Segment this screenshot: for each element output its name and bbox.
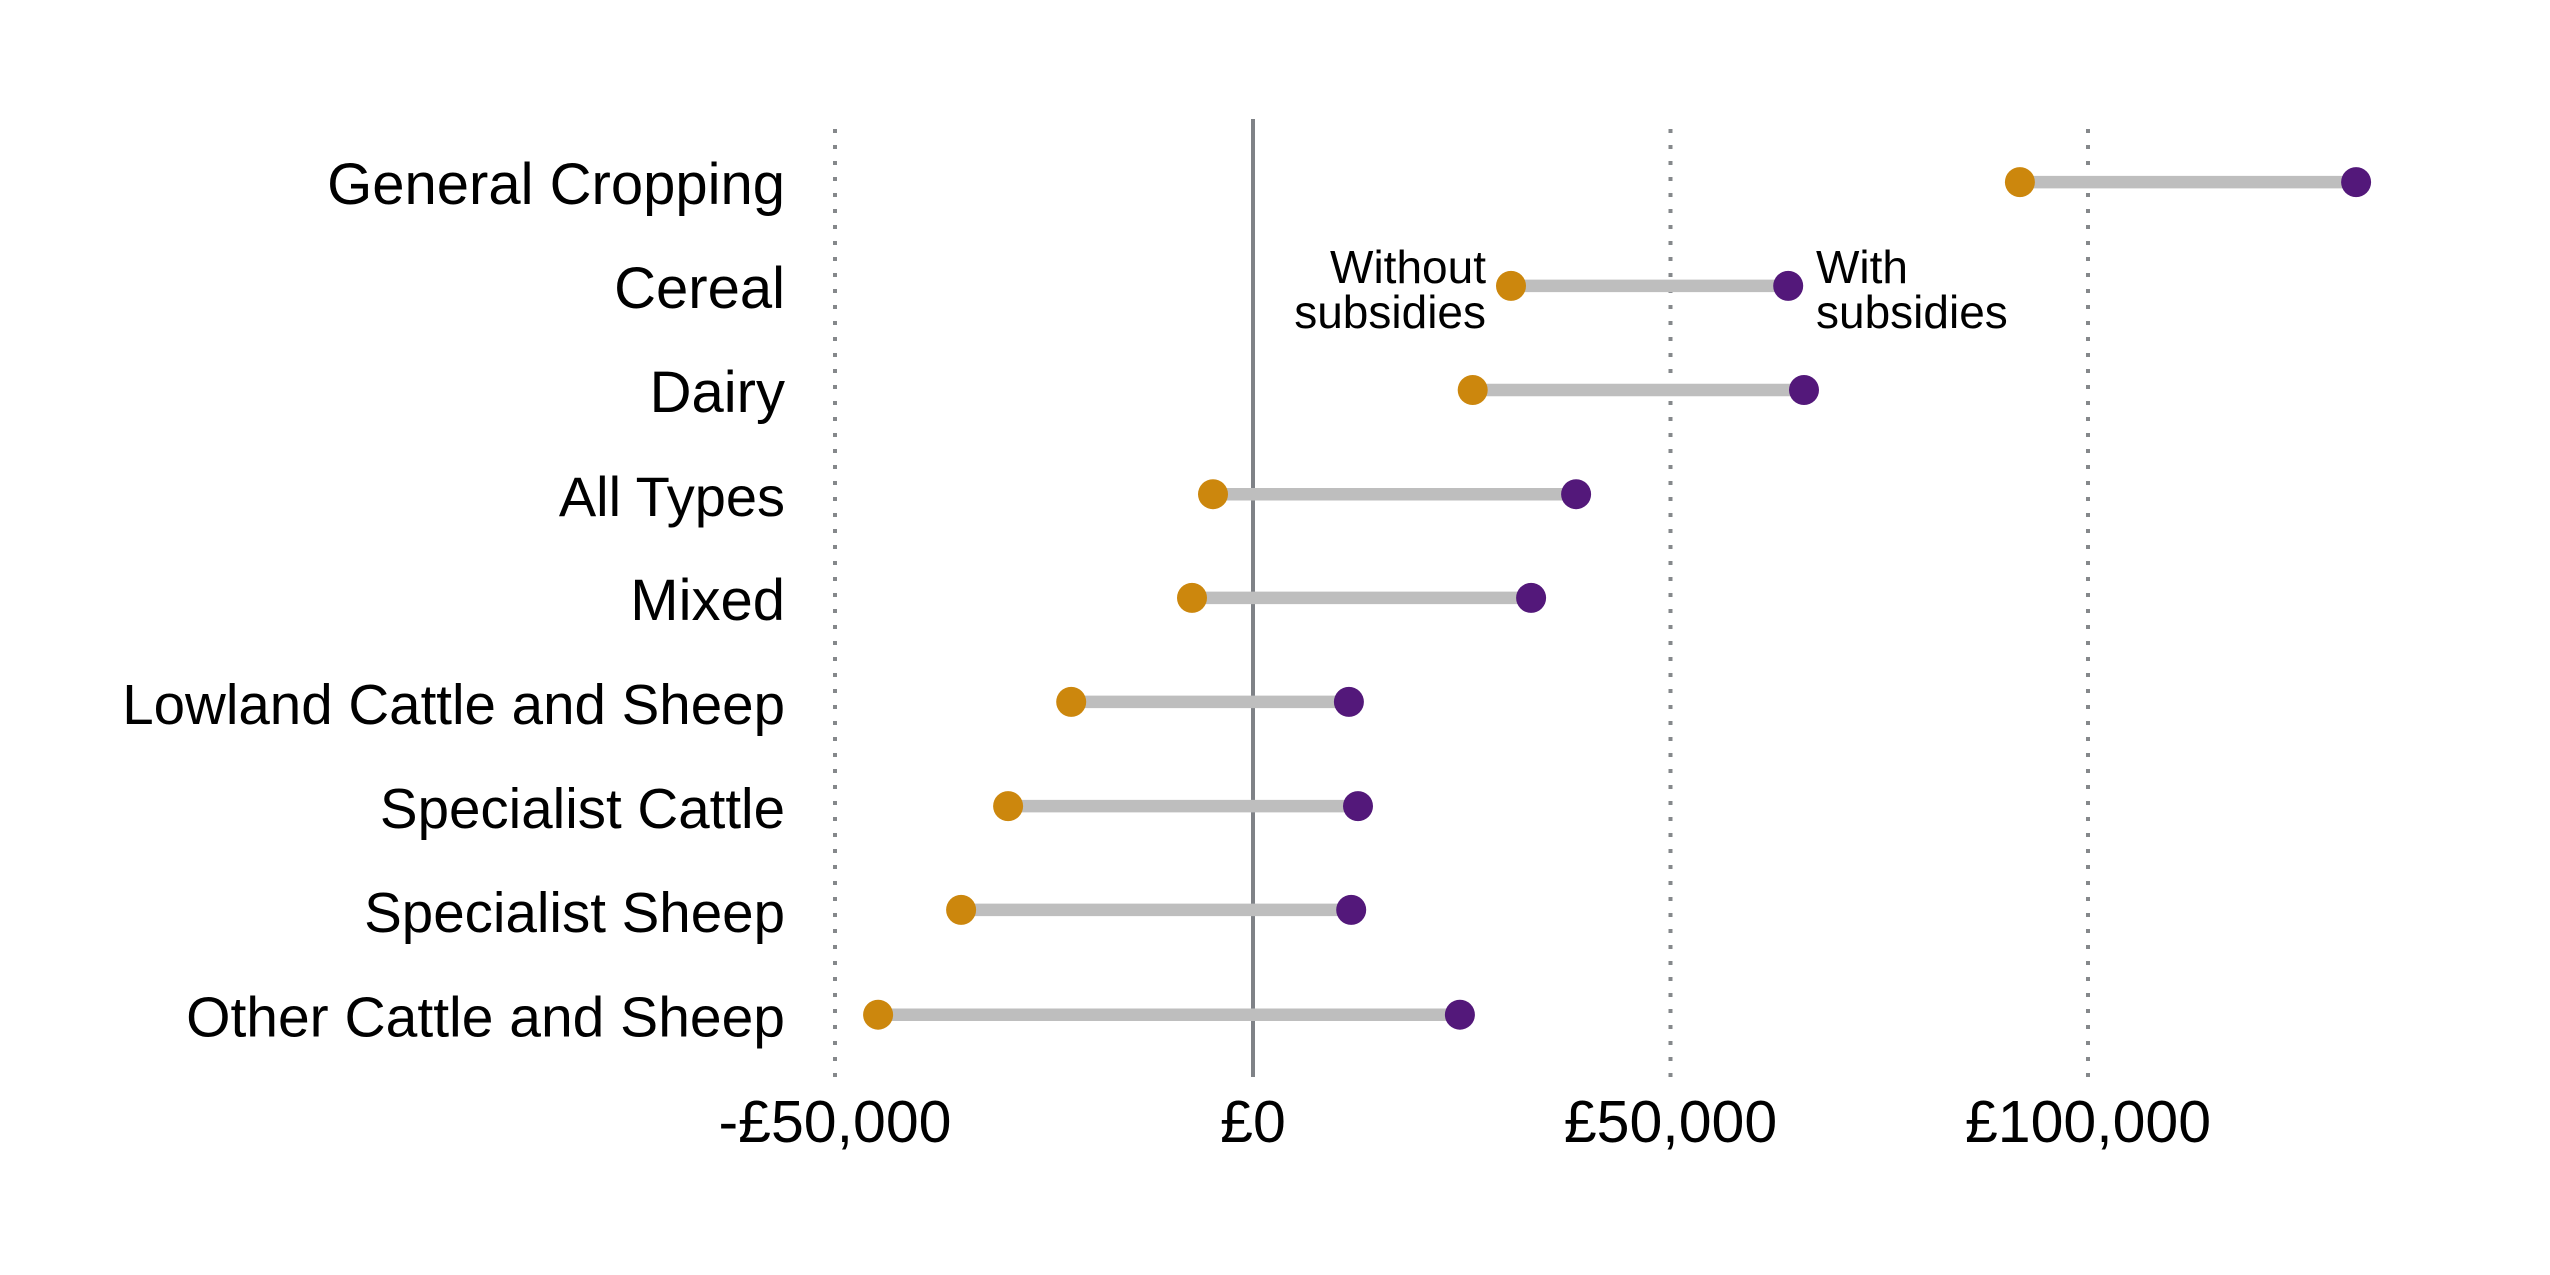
svg-text:£100,000: £100,000 bbox=[1965, 1089, 2211, 1155]
svg-text:subsidies: subsidies bbox=[1816, 286, 2008, 338]
svg-text:Cereal: Cereal bbox=[614, 256, 785, 321]
svg-text:All Types: All Types bbox=[559, 465, 785, 528]
svg-text:Without: Without bbox=[1330, 241, 1486, 293]
svg-text:Dairy: Dairy bbox=[650, 360, 785, 425]
svg-text:£0: £0 bbox=[1220, 1089, 1286, 1155]
svg-text:Mixed: Mixed bbox=[630, 568, 785, 633]
svg-text:With: With bbox=[1816, 241, 1908, 293]
svg-text:General Cropping: General Cropping bbox=[327, 152, 785, 217]
svg-text:Specialist Sheep: Specialist Sheep bbox=[364, 881, 785, 944]
svg-text:subsidies: subsidies bbox=[1294, 286, 1486, 338]
svg-text:-£50,000: -£50,000 bbox=[719, 1089, 952, 1155]
svg-text:Specialist Cattle: Specialist Cattle bbox=[380, 777, 785, 840]
svg-text:Lowland Cattle and Sheep: Lowland Cattle and Sheep bbox=[122, 673, 785, 736]
svg-text:Other Cattle and Sheep: Other Cattle and Sheep bbox=[186, 986, 785, 1050]
svg-text:£50,000: £50,000 bbox=[1564, 1089, 1777, 1155]
